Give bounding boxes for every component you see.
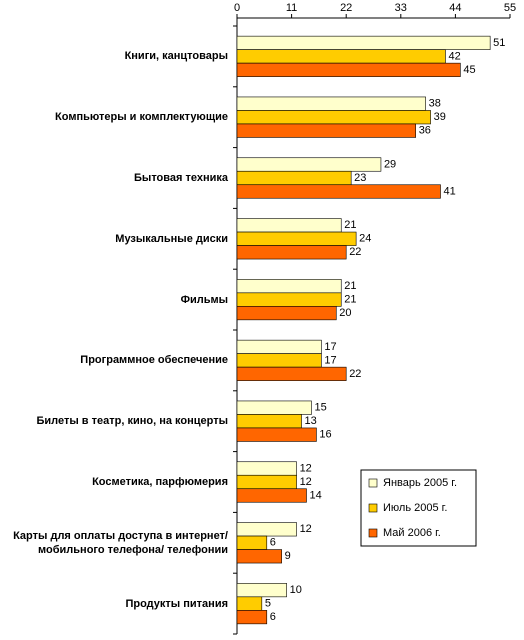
bar xyxy=(236,414,302,429)
legend-swatch xyxy=(368,478,378,488)
value-label: 21 xyxy=(344,280,356,292)
value-label: 22 xyxy=(349,368,361,380)
bar xyxy=(236,62,461,77)
bar xyxy=(236,427,317,442)
value-label: 51 xyxy=(493,37,505,49)
bar xyxy=(236,353,322,368)
value-label: 22 xyxy=(349,246,361,258)
value-label: 38 xyxy=(429,98,441,110)
category-label: Книги, канцтовары xyxy=(124,50,228,63)
bar xyxy=(236,461,297,476)
value-label: 20 xyxy=(339,307,351,319)
value-label: 12 xyxy=(300,462,312,474)
legend-label: Январь 2005 г. xyxy=(383,477,457,489)
bar xyxy=(236,474,297,490)
value-label: 42 xyxy=(448,50,460,62)
bar xyxy=(236,96,426,111)
category-label: Бытовая техника xyxy=(134,172,228,184)
bar xyxy=(236,218,342,233)
value-label: 23 xyxy=(354,172,366,184)
value-label: 29 xyxy=(384,158,396,170)
bar xyxy=(236,184,441,199)
x-tick-label: 22 xyxy=(340,2,352,14)
value-label: 21 xyxy=(344,294,356,306)
bar xyxy=(236,170,352,186)
value-label: 12 xyxy=(300,523,312,535)
bar xyxy=(236,339,322,354)
category-label: Программное обеспечение xyxy=(80,354,228,367)
bar xyxy=(236,549,282,564)
value-label: 41 xyxy=(444,185,456,197)
x-tick-label: 0 xyxy=(234,2,240,14)
bar xyxy=(236,49,446,64)
value-label: 6 xyxy=(270,611,276,623)
x-tick-label: 33 xyxy=(395,2,407,14)
bar xyxy=(236,366,347,381)
bar xyxy=(236,583,287,598)
value-label: 45 xyxy=(463,64,475,76)
bar xyxy=(236,535,268,550)
x-tick-label: 44 xyxy=(449,2,461,14)
legend-swatch xyxy=(368,503,378,513)
category-label: Музыкальные диски xyxy=(115,232,228,245)
category-label: Фильмы xyxy=(180,293,228,306)
value-label: 21 xyxy=(344,219,356,231)
category-label: Компьютеры и комплектующие xyxy=(55,111,228,124)
category-label: Билеты в театр, кино, на концерты xyxy=(36,415,228,428)
bar xyxy=(236,596,263,611)
bar xyxy=(236,610,268,625)
bar xyxy=(236,400,312,415)
bar xyxy=(236,279,342,294)
bar xyxy=(236,123,416,138)
value-label: 13 xyxy=(305,415,317,427)
value-label: 36 xyxy=(419,125,431,137)
value-label: 17 xyxy=(324,341,336,353)
x-tick-label: 55 xyxy=(504,2,516,14)
bar xyxy=(236,231,357,246)
value-label: 16 xyxy=(319,429,331,441)
legend-box xyxy=(360,469,477,547)
bar xyxy=(236,488,307,503)
bar xyxy=(236,306,337,321)
value-label: 14 xyxy=(309,489,321,501)
bar xyxy=(236,35,491,50)
bar xyxy=(236,245,347,260)
bar xyxy=(236,292,342,307)
legend-swatch xyxy=(368,528,378,538)
value-label: 9 xyxy=(285,550,291,562)
value-label: 15 xyxy=(314,402,326,414)
value-label: 24 xyxy=(359,233,371,245)
x-tick-label: 11 xyxy=(286,2,297,14)
value-label: 12 xyxy=(300,476,312,488)
category-label: Косметика, парфюмерия xyxy=(92,476,228,488)
value-label: 10 xyxy=(290,584,302,596)
bar xyxy=(236,157,382,172)
value-label: 5 xyxy=(265,598,271,610)
legend-label: Май 2006 г. xyxy=(383,527,441,539)
value-label: 6 xyxy=(270,537,276,549)
value-label: 39 xyxy=(434,111,446,123)
value-label: 17 xyxy=(324,354,336,366)
category-label: Продукты питания xyxy=(125,597,228,610)
bar xyxy=(236,110,431,125)
bar xyxy=(236,522,297,537)
category-label: Карты для оплаты доступа в интернет/ моб… xyxy=(13,529,228,556)
legend-label: Июль 2005 г. xyxy=(383,502,447,514)
